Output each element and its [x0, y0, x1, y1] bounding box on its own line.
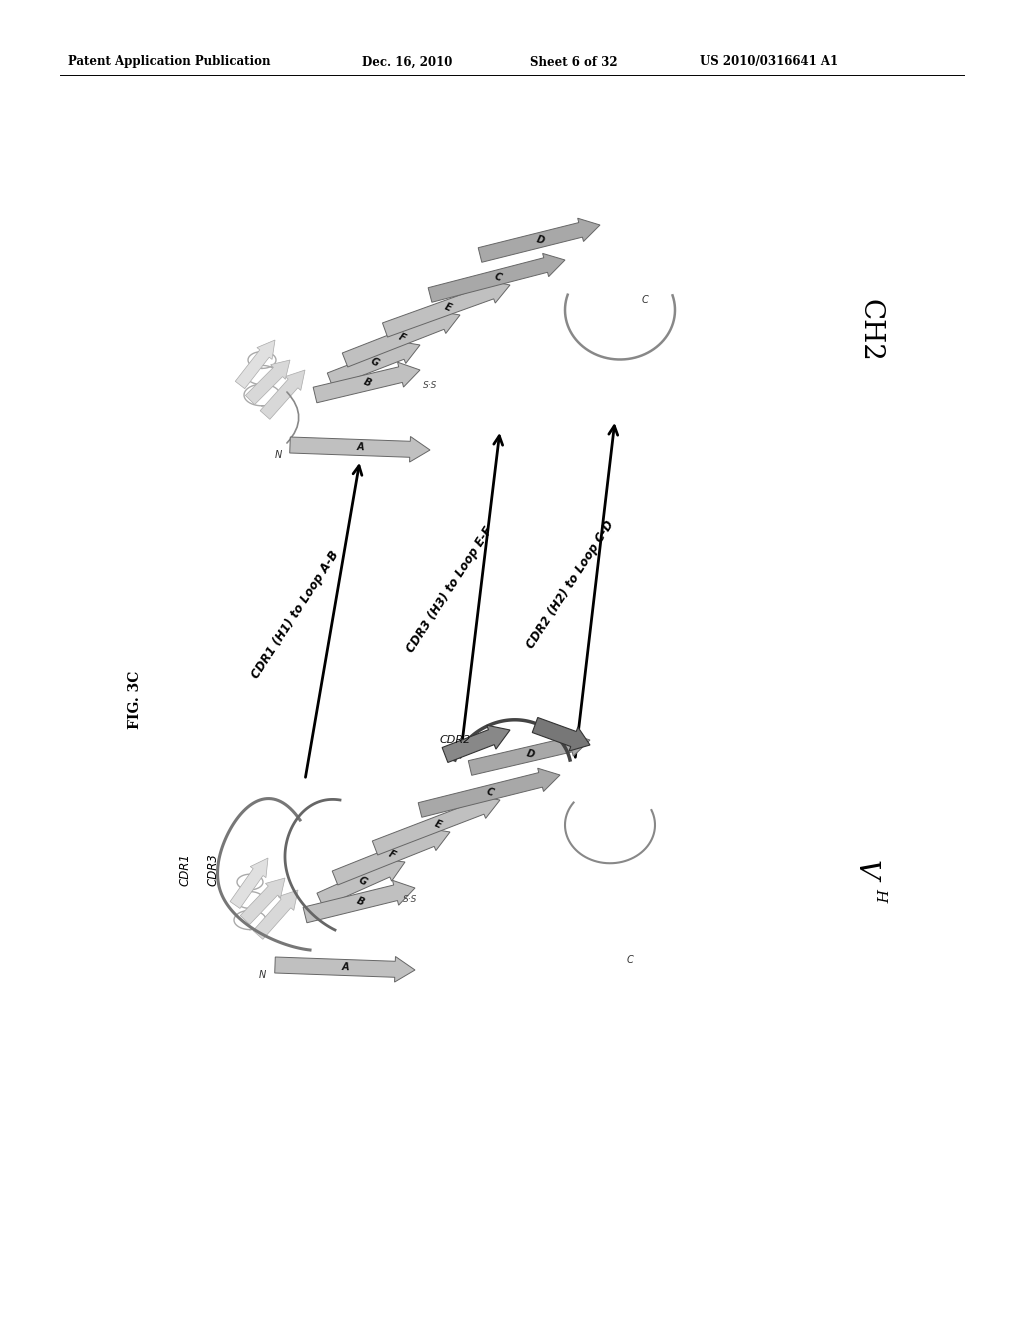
Polygon shape: [328, 341, 420, 387]
Text: S·S: S·S: [423, 380, 437, 389]
Text: B: B: [362, 376, 373, 388]
Polygon shape: [253, 890, 298, 940]
Polygon shape: [468, 733, 590, 775]
Polygon shape: [442, 725, 510, 763]
Polygon shape: [342, 312, 460, 367]
Text: C: C: [642, 294, 648, 305]
Polygon shape: [428, 253, 565, 302]
Text: FIG. 3C: FIG. 3C: [128, 671, 142, 729]
Polygon shape: [478, 218, 600, 263]
Text: CDR3 (H3) to Loop E-F: CDR3 (H3) to Loop E-F: [404, 524, 496, 656]
Text: F: F: [387, 849, 397, 861]
Text: CDR3: CDR3: [207, 854, 219, 887]
Text: CDR2: CDR2: [439, 735, 471, 744]
Polygon shape: [313, 362, 420, 403]
Polygon shape: [382, 280, 510, 337]
Polygon shape: [241, 878, 285, 924]
Polygon shape: [373, 796, 500, 855]
Polygon shape: [246, 360, 290, 405]
Text: D: D: [535, 234, 545, 246]
Text: S·S: S·S: [402, 895, 417, 904]
Text: A: A: [341, 962, 349, 973]
Text: B: B: [354, 895, 366, 908]
Text: V: V: [852, 861, 879, 880]
Text: G: G: [369, 356, 381, 368]
Text: N: N: [258, 970, 265, 979]
Text: N: N: [274, 450, 282, 459]
Text: Sheet 6 of 32: Sheet 6 of 32: [530, 55, 617, 69]
Text: E: E: [432, 818, 442, 830]
Text: E: E: [442, 302, 453, 313]
Polygon shape: [230, 858, 268, 908]
Text: C: C: [627, 954, 634, 965]
Text: A: A: [356, 442, 364, 453]
Text: Patent Application Publication: Patent Application Publication: [68, 55, 270, 69]
Polygon shape: [274, 957, 415, 982]
Polygon shape: [332, 828, 450, 884]
Text: CDR2 (H2) to Loop C-D: CDR2 (H2) to Loop C-D: [523, 519, 616, 651]
Polygon shape: [260, 370, 305, 420]
Polygon shape: [303, 880, 415, 923]
Text: D: D: [524, 748, 536, 760]
Text: CDR1 (H1) to Loop A-B: CDR1 (H1) to Loop A-B: [249, 549, 341, 681]
Text: C: C: [485, 787, 495, 799]
Polygon shape: [418, 768, 560, 817]
Text: G: G: [356, 875, 369, 887]
Text: US 2010/0316641 A1: US 2010/0316641 A1: [700, 55, 838, 69]
Text: CDR1: CDR1: [178, 854, 191, 887]
Polygon shape: [532, 718, 590, 751]
Polygon shape: [290, 437, 430, 462]
Text: C: C: [493, 272, 503, 284]
Polygon shape: [317, 859, 406, 907]
Polygon shape: [236, 341, 275, 388]
Text: Dec. 16, 2010: Dec. 16, 2010: [362, 55, 453, 69]
Text: H: H: [873, 888, 887, 902]
Text: F: F: [397, 331, 408, 343]
Text: CH2: CH2: [856, 298, 884, 362]
